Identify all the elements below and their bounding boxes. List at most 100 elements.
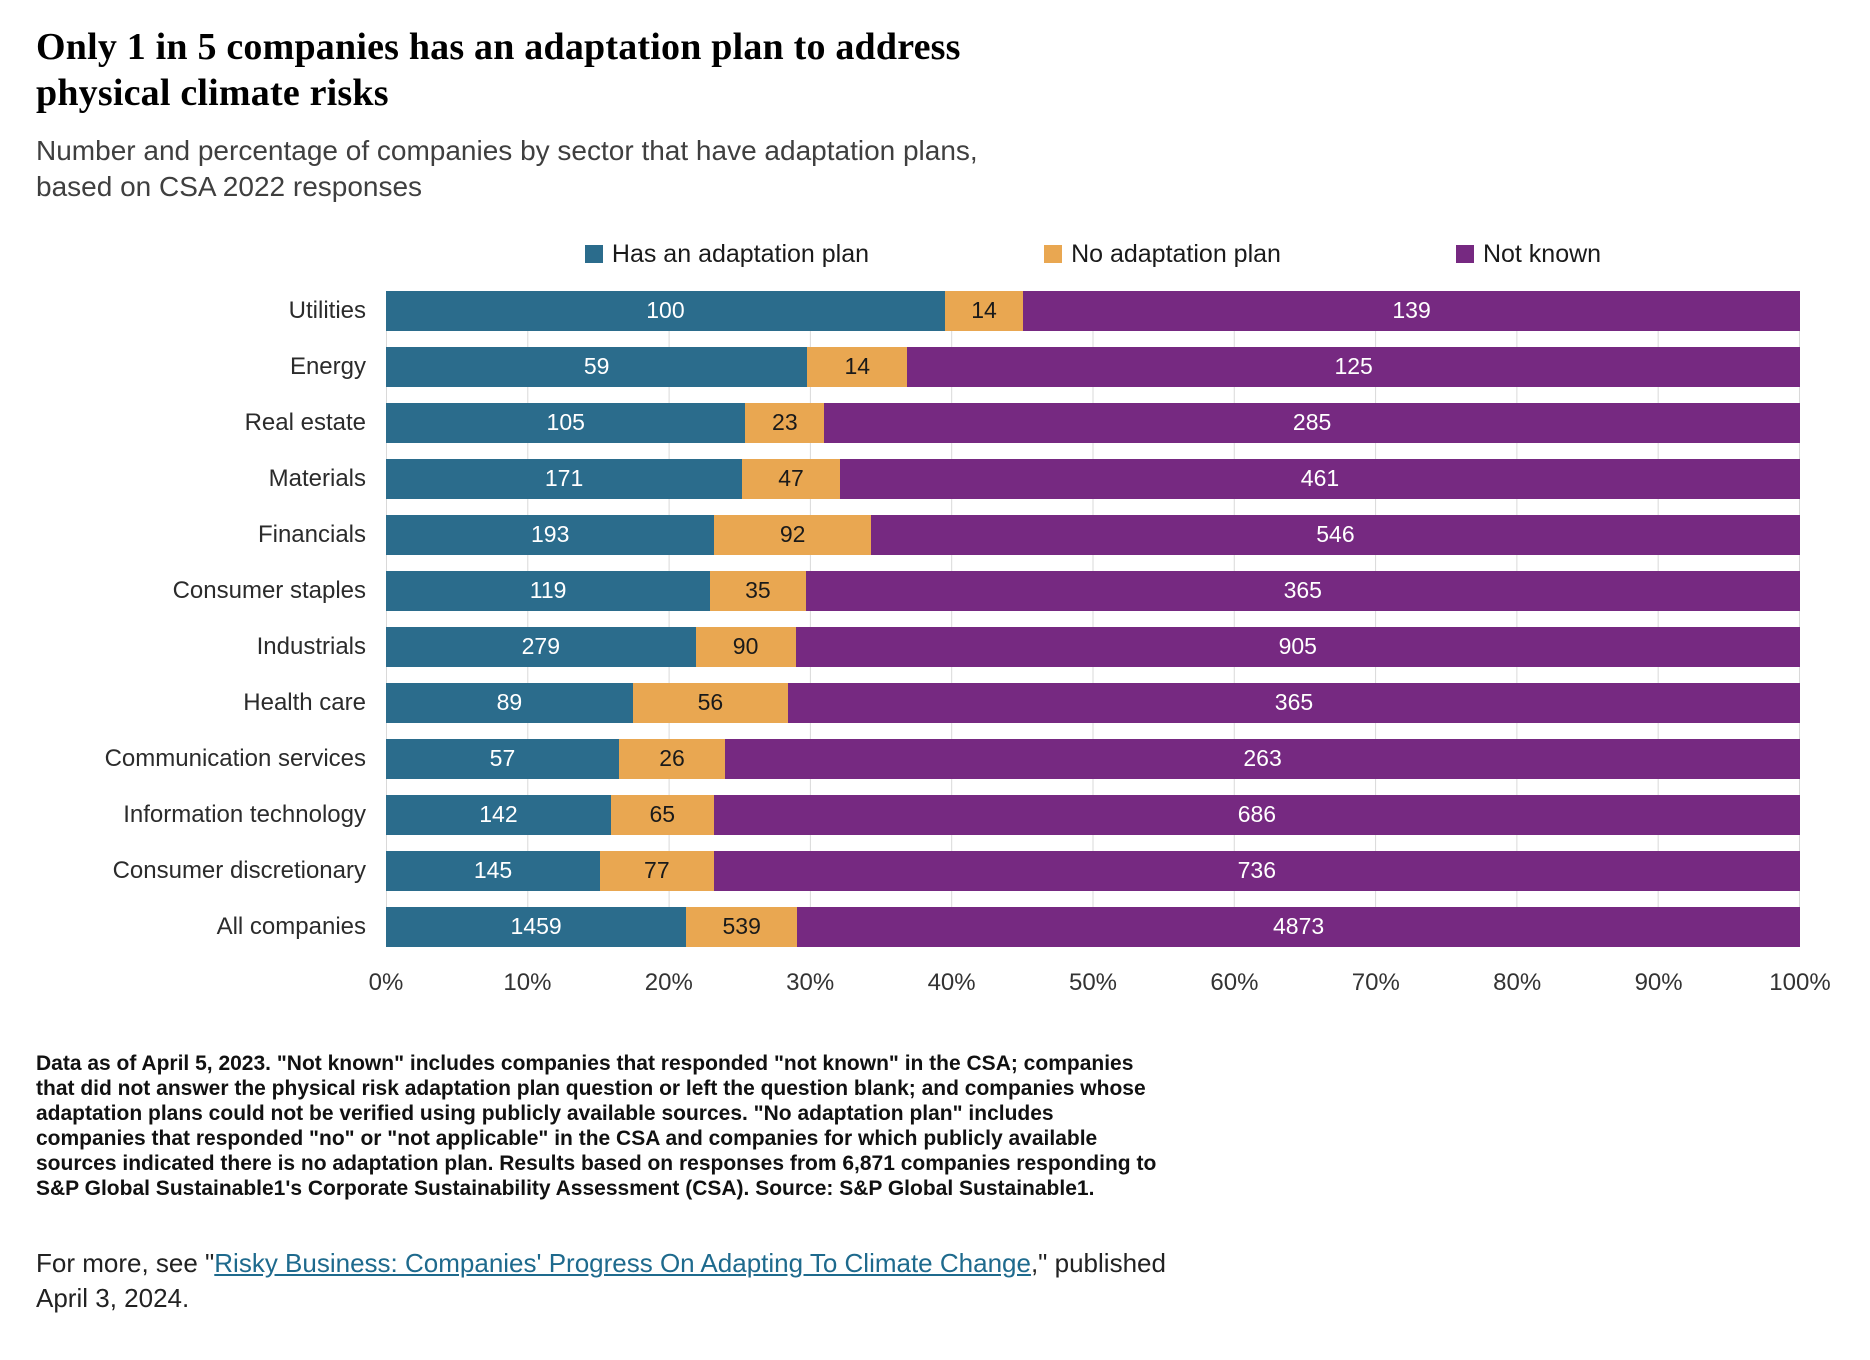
category-label: Information technology: [123, 800, 366, 828]
bar-value-label: 279: [521, 633, 561, 659]
footer-prefix: For more, see ": [36, 1247, 215, 1278]
bar-value-label: 139: [1392, 297, 1431, 323]
bar-segment-not-known: 4873: [797, 906, 1800, 947]
x-axis-tick: 90%: [1634, 968, 1683, 996]
bar-segment-has-plan: 105: [386, 402, 746, 443]
chart-row: Information technology 142 65 686: [36, 794, 1800, 835]
bar-segment-has-plan: 193: [386, 514, 715, 555]
bar-value-label: 77: [644, 857, 670, 883]
x-axis-tick: 10%: [503, 968, 552, 996]
legend-item-no-plan: No adaptation plan: [1044, 240, 1281, 269]
bar-segment-has-plan: 279: [386, 626, 696, 667]
bar-segment-has-plan: 142: [386, 794, 611, 835]
bar-value-label: 171: [544, 465, 584, 491]
bar-value-label: 90: [732, 633, 759, 659]
bar-segment-no-plan: 77: [600, 850, 714, 891]
bar-value-label: 35: [745, 577, 771, 603]
x-axis: 0% 10% 20% 30% 40% 50% 60% 70% 80% 90% 100%: [369, 961, 1831, 1009]
bar-value-label: 56: [697, 689, 724, 715]
bar-group: 119 35 365: [386, 570, 1800, 611]
bar-value-label: 263: [1243, 745, 1282, 771]
x-axis-tick: 0%: [368, 968, 404, 996]
bar-segment-has-plan: 89: [386, 682, 633, 723]
bar-value-label: 14: [971, 297, 997, 323]
bar-value-label: 100: [646, 297, 685, 323]
bar-value-label: 1459: [510, 913, 562, 939]
bar-segment-has-plan: 145: [386, 850, 601, 891]
footnote: Data as of April 5, 2023. "Not known" in…: [36, 1051, 1157, 1201]
bar-value-label: 365: [1274, 689, 1314, 715]
bar-segment-has-plan: 100: [386, 290, 945, 331]
category-label: All companies: [216, 912, 366, 940]
bar-value-label: 905: [1278, 633, 1317, 659]
bar-group: 279 90 905: [386, 626, 1800, 667]
bar-segment-no-plan: 26: [618, 738, 726, 779]
category-label: Consumer discretionary: [112, 856, 366, 884]
bar-segment-not-known: 736: [713, 850, 1800, 891]
x-axis-tick: 100%: [1769, 968, 1831, 996]
category-label: Financials: [257, 520, 366, 548]
bar-value-label: 59: [583, 353, 610, 379]
bar-group: 1459 539 4873: [386, 906, 1800, 947]
x-axis-tick: 70%: [1351, 968, 1400, 996]
bar-segment-not-known: 285: [824, 402, 1800, 443]
legend-swatch-not-known-icon: [1455, 245, 1474, 263]
chart-gridlines: [386, 290, 1800, 947]
category-label: Health care: [243, 688, 366, 716]
chart-row: Financials 193 92 546: [36, 514, 1800, 555]
bar-value-label: 145: [473, 857, 513, 883]
chart-row: Health care 89 56 365: [36, 682, 1800, 723]
bar-value-label: 539: [722, 913, 761, 939]
bar-segment-not-known: 139: [1023, 290, 1800, 331]
bar-value-label: 193: [531, 521, 570, 547]
bar-value-label: 89: [496, 689, 523, 715]
bar-segment-not-known: 125: [907, 346, 1800, 387]
x-axis-tick: 20%: [644, 968, 693, 996]
category-label: Utilities: [288, 296, 366, 324]
bar-segment-not-known: 365: [805, 570, 1800, 611]
bar-segment-not-known: 905: [795, 626, 1800, 667]
category-label: Consumer staples: [172, 576, 366, 604]
bar-segment-has-plan: 119: [386, 570, 711, 611]
bar-segment-no-plan: 23: [745, 402, 825, 443]
bar-segment-no-plan: 65: [610, 794, 714, 835]
legend: Has an adaptation plan No adaptation pla…: [386, 240, 1800, 269]
chart-row: Energy 59 14 125: [36, 346, 1800, 387]
bar-group: 59 14 125: [386, 346, 1800, 387]
footer-link[interactable]: Risky Business: Companies' Progress On A…: [214, 1247, 1031, 1278]
bar-segment-not-known: 546: [870, 514, 1800, 555]
chart-row: Communication services 57 26 263: [36, 738, 1800, 779]
bar-group: 142 65 686: [386, 794, 1800, 835]
bar-value-label: 14: [844, 353, 871, 379]
bar-value-label: 105: [546, 409, 585, 435]
bar-value-label: 461: [1300, 465, 1340, 491]
bar-group: 171 47 461: [386, 458, 1800, 499]
bar-group: 100 14 139: [386, 290, 1800, 331]
footer-note: For more, see "Risky Business: Companies…: [36, 1246, 1201, 1316]
bar-value-label: 119: [529, 577, 567, 603]
page-subtitle: Number and percentage of companies by se…: [36, 134, 978, 203]
legend-item-not-known: Not known: [1455, 239, 1602, 269]
category-label: Energy: [289, 352, 366, 380]
bar-segment-no-plan: 47: [742, 458, 840, 499]
bar-segment-no-plan: 35: [710, 570, 806, 611]
legend-label-not-known: Not known: [1482, 239, 1602, 268]
chart-row: Real estate 105 23 285: [36, 402, 1800, 443]
bar-value-label: 125: [1334, 353, 1373, 379]
chart-row: Industrials 279 90 905: [36, 626, 1800, 667]
bar-value-label: 92: [779, 521, 806, 547]
chart-row: All companies 1459 539 4873: [36, 906, 1800, 947]
bar-value-label: 142: [479, 801, 518, 827]
bar-segment-not-known: 263: [725, 738, 1800, 779]
bar-value-label: 546: [1316, 521, 1355, 547]
bar-segment-no-plan: 539: [686, 906, 798, 947]
bar-value-label: 686: [1237, 801, 1277, 827]
bar-segment-has-plan: 59: [386, 346, 808, 387]
x-axis-tick: 80%: [1493, 968, 1542, 996]
chart-rows: Utilities 100 14 139 Energy 59 14 125 Real estat…: [36, 290, 1800, 947]
category-label: Materials: [268, 464, 366, 492]
bar-value-label: 23: [772, 409, 798, 435]
bar-value-label: 47: [778, 465, 804, 491]
legend-item-has-plan: Has an adaptation plan: [584, 240, 869, 269]
chart-row: Consumer discretionary 145 77 736: [36, 850, 1800, 891]
